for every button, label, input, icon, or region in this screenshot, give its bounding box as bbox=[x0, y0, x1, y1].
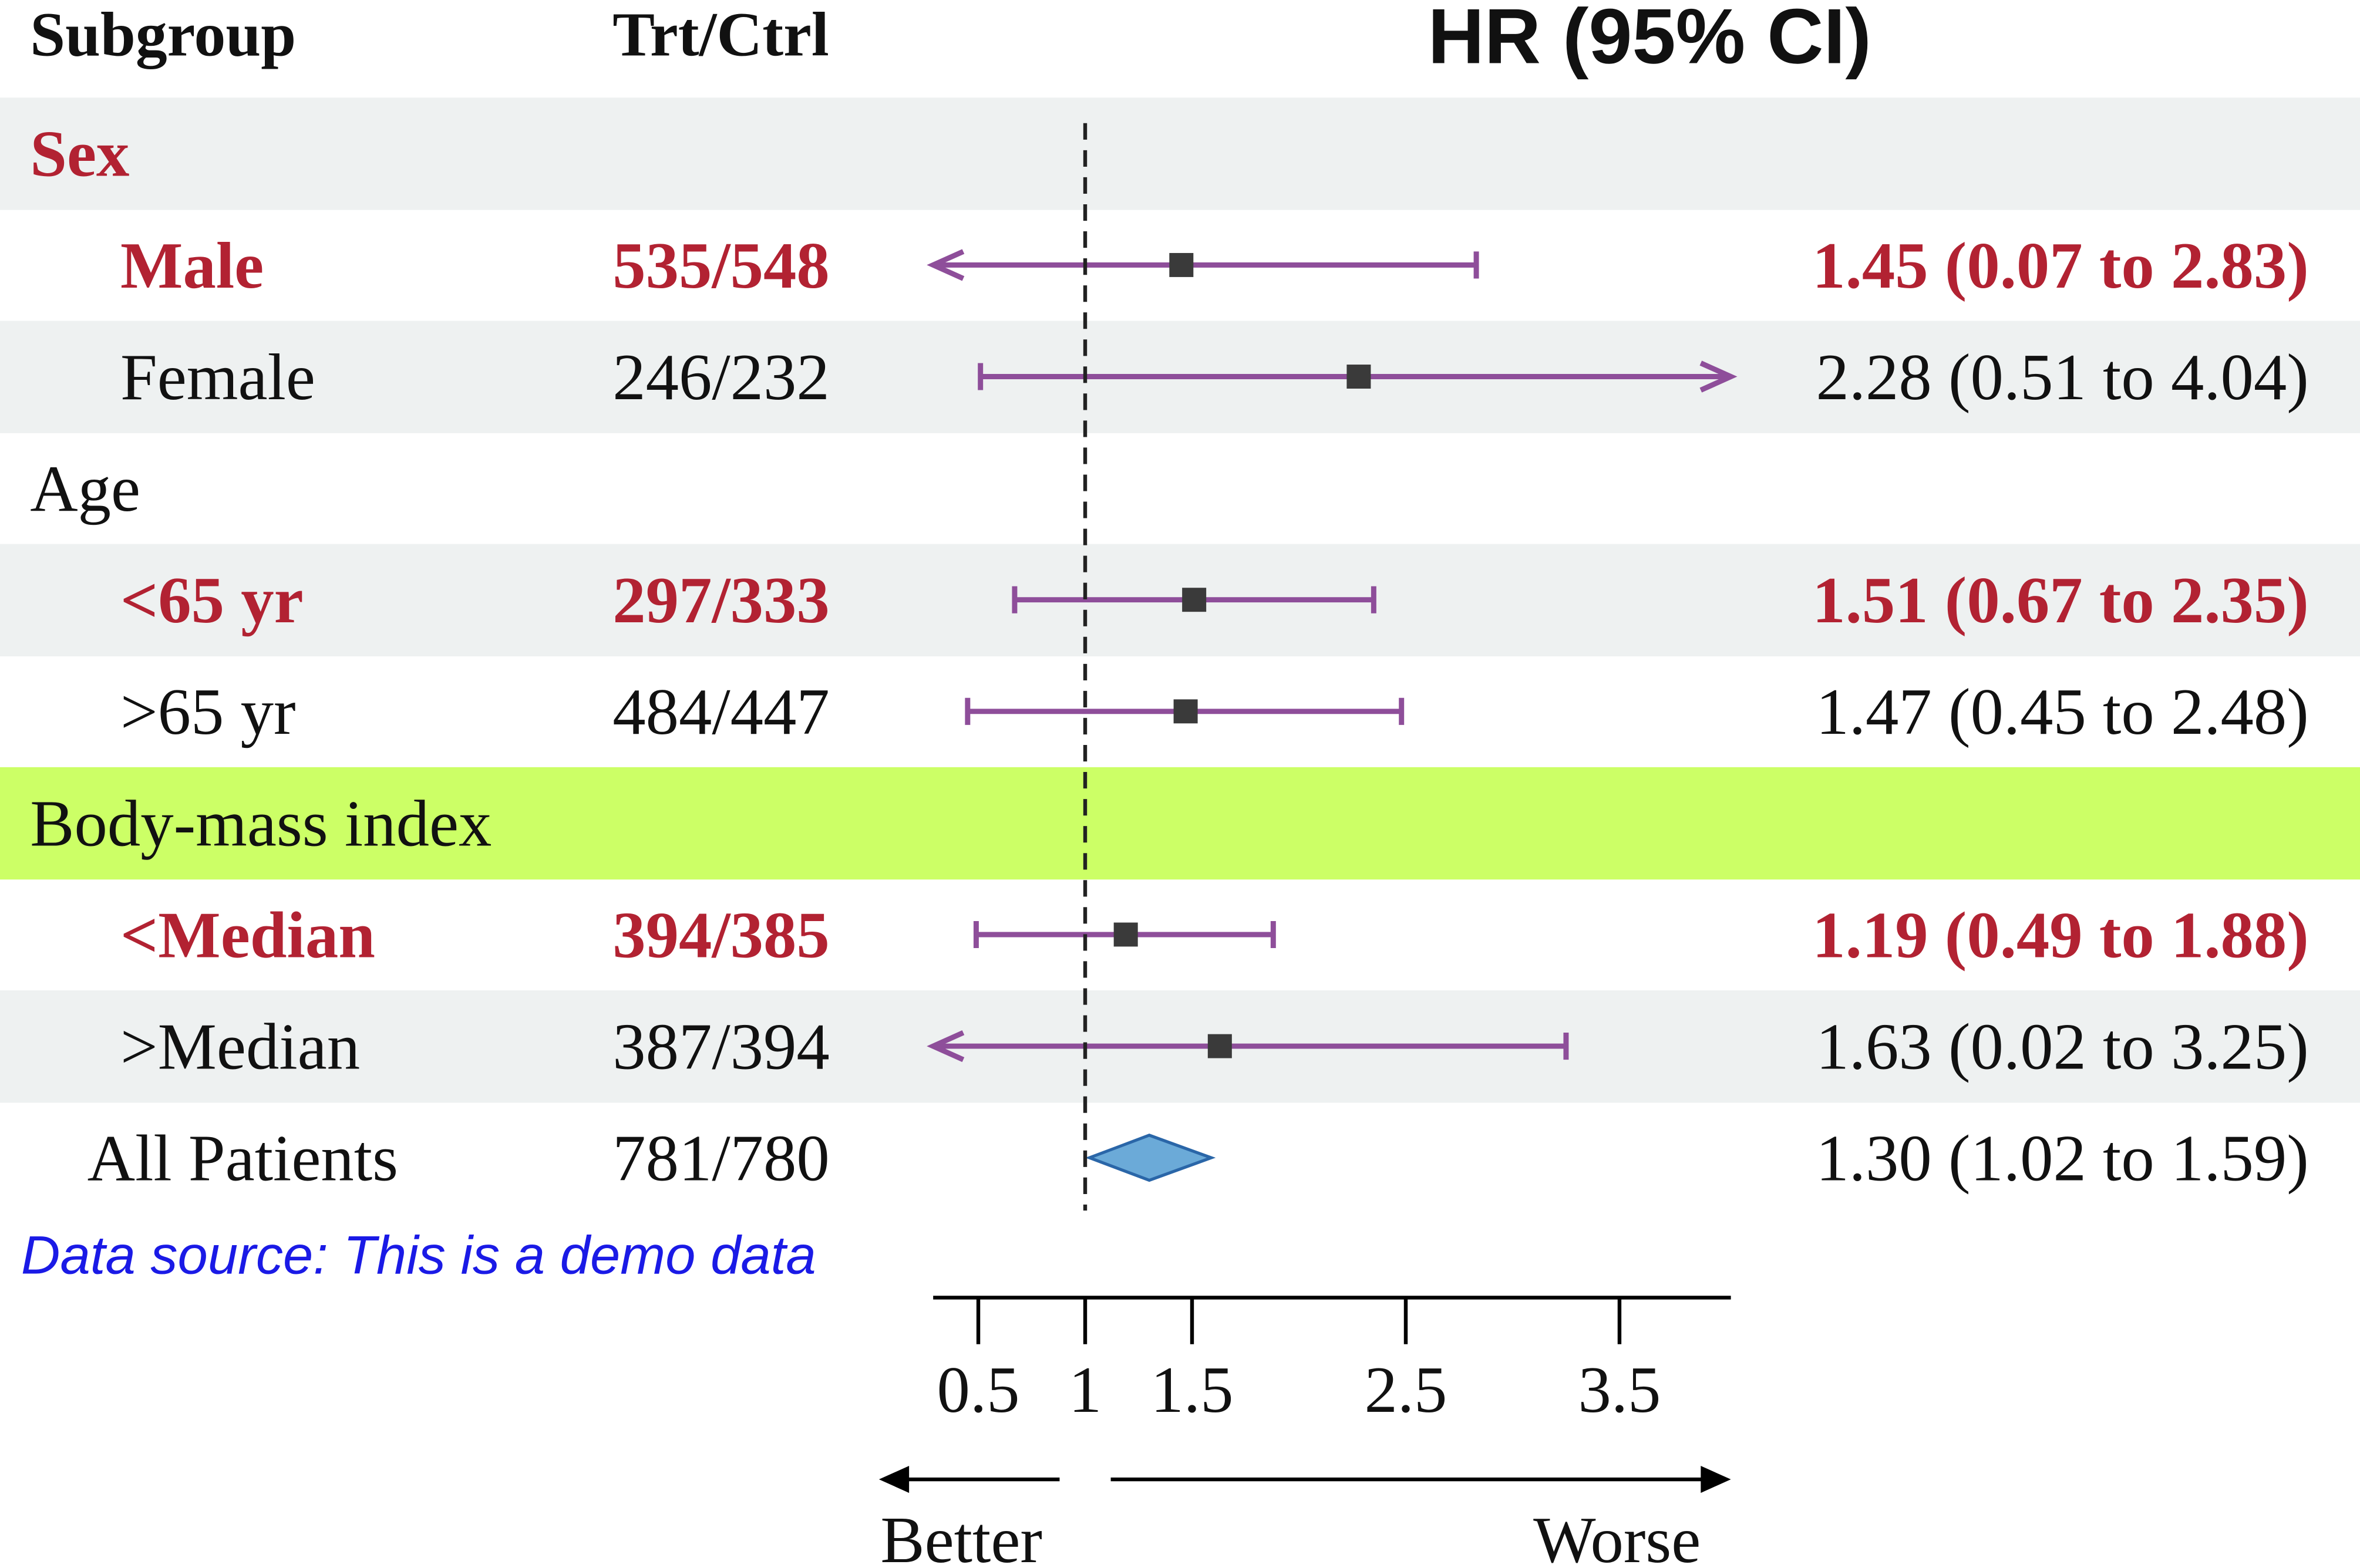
subgroup-label: <Median bbox=[120, 899, 375, 972]
hr-ci-text: 1.30 (1.02 to 1.59) bbox=[1816, 1122, 2308, 1195]
header-hr-ci: HR (95% CI) bbox=[1428, 0, 1871, 80]
forest-marks bbox=[927, 249, 1738, 1182]
subgroup-label: <65 yr bbox=[120, 564, 304, 637]
better-label: Better bbox=[880, 1504, 1042, 1568]
subgroup-label: Body-mass index bbox=[30, 787, 491, 860]
subgroup-label: >Median bbox=[120, 1011, 360, 1084]
subgroup-label: Female bbox=[120, 341, 315, 414]
worse-label: Worse bbox=[1533, 1504, 1701, 1568]
worse-arrow-icon bbox=[1701, 1466, 1731, 1493]
trt-ctrl-count: 484/447 bbox=[612, 676, 830, 748]
hr-ci-text: 1.19 (0.49 to 1.88) bbox=[1812, 899, 2309, 972]
ci-arrow-right bbox=[1699, 360, 1738, 393]
header-trt-ctrl: Trt/Ctrl bbox=[612, 0, 829, 70]
point-estimate bbox=[1182, 588, 1207, 612]
ci-arrow-left bbox=[927, 249, 965, 281]
x-tick-label: 2.5 bbox=[1364, 1354, 1447, 1427]
overall-estimate-diamond bbox=[1085, 1134, 1216, 1182]
subgroup-label: Male bbox=[120, 230, 264, 302]
row-band bbox=[0, 767, 2360, 880]
table-rows: Sex Male 535/548 1.45 (0.07 to 2.83) Female 2… bbox=[30, 118, 2309, 1195]
subgroup-label: >65 yr bbox=[120, 676, 295, 748]
row-band bbox=[0, 97, 2360, 210]
subgroup-label: Age bbox=[30, 453, 140, 525]
hr-ci-text: 1.45 (0.07 to 2.83) bbox=[1812, 230, 2309, 302]
point-estimate bbox=[1346, 365, 1371, 389]
subgroup-label: Sex bbox=[30, 118, 129, 191]
ci-arrow-left bbox=[927, 1030, 965, 1063]
trt-ctrl-count: 246/232 bbox=[612, 341, 830, 414]
better-arrow-icon bbox=[878, 1466, 910, 1493]
trt-ctrl-count: 535/548 bbox=[612, 230, 830, 302]
trt-ctrl-count: 394/385 bbox=[612, 899, 830, 972]
subgroup-label: All Patients bbox=[87, 1122, 398, 1195]
data-source-note: Data source: This is a demo data bbox=[21, 1225, 816, 1286]
hr-ci-text: 1.63 (0.02 to 3.25) bbox=[1816, 1011, 2308, 1084]
trt-ctrl-count: 781/780 bbox=[612, 1122, 830, 1195]
hr-ci-text: 1.51 (0.67 to 2.35) bbox=[1812, 564, 2309, 637]
point-estimate bbox=[1173, 699, 1198, 724]
trt-ctrl-count: 297/333 bbox=[612, 564, 830, 637]
x-tick-label: 0.5 bbox=[937, 1354, 1020, 1427]
x-tick-label: 3.5 bbox=[1578, 1354, 1661, 1427]
trt-ctrl-count: 387/394 bbox=[612, 1011, 830, 1084]
hr-ci-text: 2.28 (0.51 to 4.04) bbox=[1816, 341, 2308, 414]
header-subgroup: Subgroup bbox=[30, 0, 296, 70]
point-estimate bbox=[1169, 252, 1194, 277]
x-tick-label: 1.5 bbox=[1151, 1354, 1234, 1427]
point-estimate bbox=[1113, 922, 1138, 947]
table-header: Subgroup Trt/Ctrl HR (95% CI) bbox=[30, 0, 1871, 80]
x-axis: 0.5 1 1.5 2.5 3.5 Better Worse bbox=[878, 1296, 1731, 1568]
hr-ci-text: 1.47 (0.45 to 2.48) bbox=[1816, 676, 2308, 748]
x-tick-label: 1 bbox=[1069, 1354, 1102, 1427]
point-estimate bbox=[1207, 1034, 1232, 1058]
